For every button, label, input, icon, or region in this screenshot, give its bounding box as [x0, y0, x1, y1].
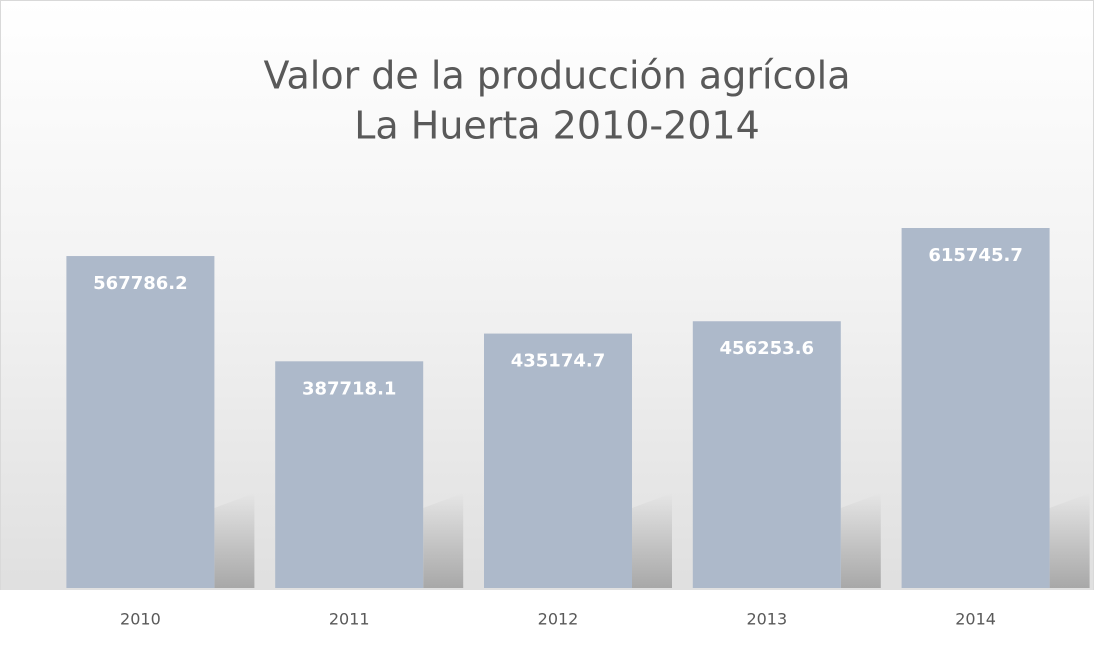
bar-shadow	[632, 493, 672, 588]
data-label: 567786.2	[93, 273, 188, 294]
data-label: 435174.7	[511, 351, 606, 372]
bar	[66, 256, 215, 588]
bar-shadow	[423, 493, 464, 588]
data-label: 387718.1	[302, 378, 397, 399]
x-tick-label: 2010	[120, 610, 161, 629]
bar	[692, 321, 841, 588]
chart-title: La Huerta 2010-2014	[354, 104, 760, 148]
x-tick-label: 2012	[538, 610, 579, 629]
x-tick-label: 2014	[955, 610, 996, 629]
data-label: 456253.6	[720, 338, 815, 359]
bar-shadow	[214, 493, 255, 588]
bar	[275, 361, 424, 588]
bar-shadow	[840, 493, 881, 588]
axis-band	[0, 590, 1094, 646]
x-tick-label: 2013	[746, 610, 787, 629]
bar-shadow	[1049, 493, 1090, 588]
chart-title: Valor de la producción agrícola	[263, 54, 850, 98]
x-tick-label: 2011	[329, 610, 370, 629]
data-label: 615745.7	[928, 245, 1023, 266]
bar	[484, 333, 632, 588]
bar	[901, 228, 1050, 588]
